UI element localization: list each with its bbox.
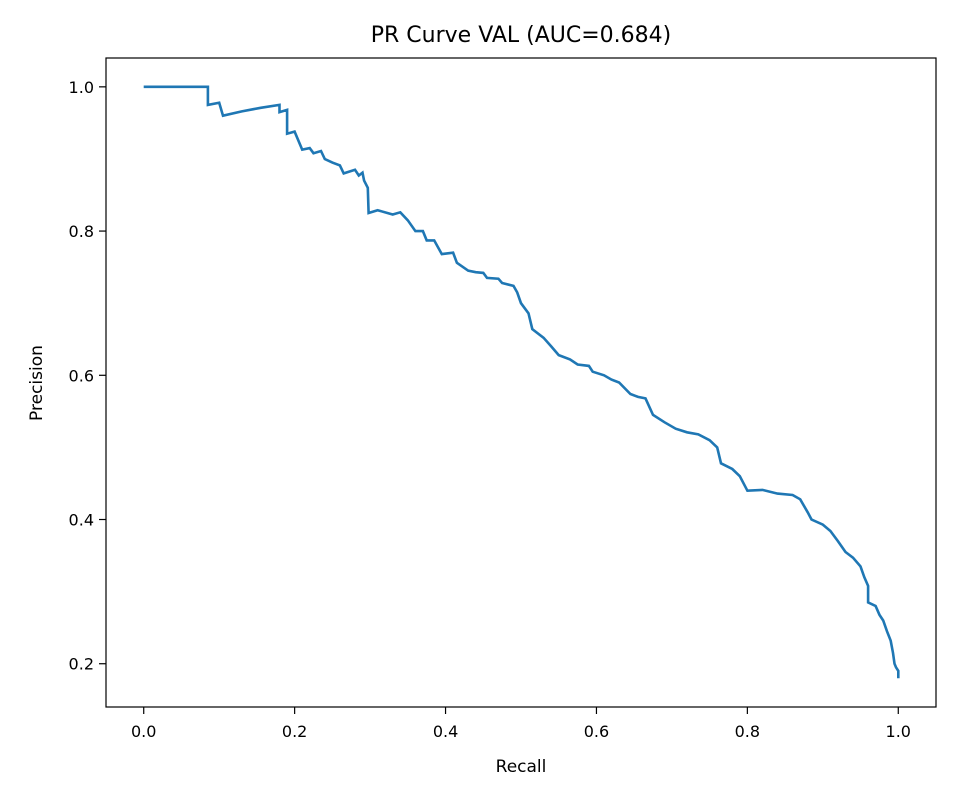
x-tick-label: 0.6 (584, 722, 609, 741)
y-axis: 0.2 0.4 0.6 0.8 1.0 (69, 78, 106, 674)
plot-area (143, 85, 900, 679)
pr-curve-line-0 (143, 85, 900, 679)
x-tick-label: 1.0 (886, 722, 911, 741)
x-axis-label: Recall (496, 757, 547, 777)
x-tick-label: 0.0 (131, 722, 156, 741)
y-axis-label: Precision (27, 345, 47, 421)
y-tick-label: 0.2 (69, 655, 94, 674)
plot-frame (105, 57, 937, 708)
x-tick-label: 0.2 (282, 722, 307, 741)
y-tick-label: 0.4 (69, 511, 94, 530)
x-tick-label: 0.8 (735, 722, 760, 741)
x-tick-label: 0.4 (433, 722, 458, 741)
y-tick-label: 0.8 (69, 222, 94, 241)
x-axis: 0.0 0.2 0.4 0.6 0.8 1.0 (131, 707, 911, 741)
chart-title: PR Curve VAL (AUC=0.684) (371, 23, 671, 48)
y-tick-label: 0.6 (69, 366, 94, 385)
y-tick-label: 1.0 (69, 78, 94, 97)
